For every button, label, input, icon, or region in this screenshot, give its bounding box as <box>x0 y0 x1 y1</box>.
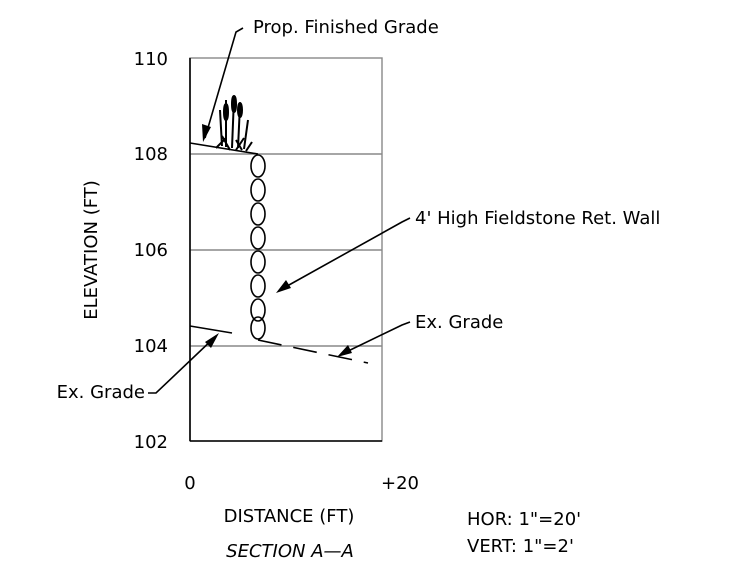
existing-grade-dashed <box>257 339 369 364</box>
y-tick-label: 102 <box>134 432 168 453</box>
x-tick-label: +20 <box>381 473 419 494</box>
existing-grade <box>189 325 233 334</box>
arrowheads <box>202 124 352 357</box>
scale-horizontal: HOR: 1"=20' <box>467 509 581 530</box>
scale-vertical: VERT: 1"=2' <box>467 536 574 557</box>
y-tick-label: 104 <box>134 336 168 357</box>
annotation: Prop. Finished Grade <box>253 17 439 38</box>
proposed-grade <box>189 142 259 155</box>
annotation: 4' High Fieldstone Ret. Wall <box>415 208 660 229</box>
y-tick-label: 106 <box>134 240 168 261</box>
plant-symbol <box>215 95 253 152</box>
y-tick-label: 110 <box>134 49 168 70</box>
annotation: Ex. Grade <box>57 382 145 403</box>
fieldstone-wall <box>250 154 266 340</box>
x-axis-label: DISTANCE (FT) <box>224 506 355 527</box>
y-axis-label: ELEVATION (FT) <box>81 180 102 320</box>
x-tick-label: 0 <box>184 473 195 494</box>
annotation: Ex. Grade <box>415 312 503 333</box>
leader-lines <box>148 27 411 394</box>
section-title: SECTION A—A <box>226 541 354 562</box>
y-tick-label: 108 <box>134 144 168 165</box>
